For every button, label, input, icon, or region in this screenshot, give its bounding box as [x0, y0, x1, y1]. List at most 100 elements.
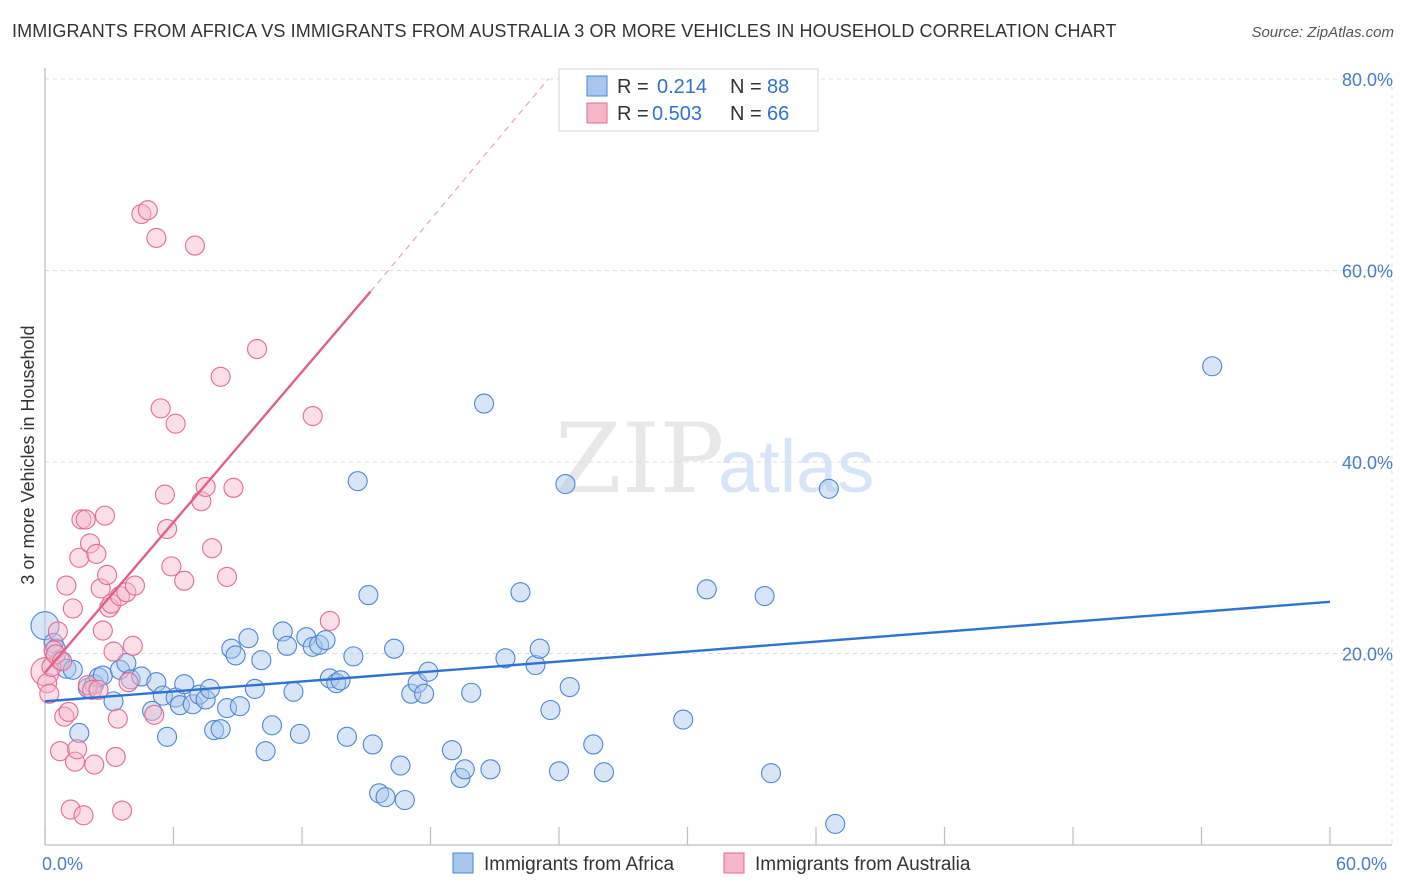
australia-point-2 [39, 683, 60, 704]
y-tick-label-40: 40.0% [1342, 453, 1393, 473]
africa-point-78 [593, 762, 615, 783]
australia-point-14 [64, 751, 86, 772]
africa-point-84 [825, 813, 846, 834]
legend-r-value-australia: 0.503 [652, 103, 702, 125]
y-tick-label-60: 60.0% [1342, 262, 1393, 282]
africa-point-55 [375, 787, 396, 808]
y-tick-label-80: 80.0% [1342, 70, 1393, 90]
africa-point-66 [461, 682, 482, 703]
australia-point-26 [90, 578, 111, 599]
africa-point-27 [204, 720, 225, 741]
africa-point-34 [244, 678, 265, 699]
australia-point-43 [144, 704, 165, 725]
australia-point-56 [216, 566, 238, 587]
australia-point-28 [94, 505, 116, 526]
trend-line-africa [44, 600, 1331, 703]
africa-point-63 [441, 740, 462, 761]
africa-point-45 [315, 630, 336, 651]
legend-swatch-australia [586, 102, 608, 124]
africa-point-83 [818, 478, 839, 499]
australia-point-34 [107, 708, 128, 729]
africa-point-56 [384, 638, 405, 659]
australia-point-38 [118, 672, 139, 693]
australia-point-39 [122, 635, 143, 656]
africa-point-19 [157, 726, 178, 747]
australia-point-13 [62, 598, 83, 619]
trend-lines [44, 78, 1331, 703]
africa-point-69 [495, 648, 516, 669]
australia-point-12 [60, 799, 81, 820]
y-tick-labels: 20.0% 40.0% 60.0% 80.0% [1342, 70, 1393, 665]
stats-legend: R = 0.214 N = 88 R = 0.503 N = 66 [558, 68, 819, 132]
australia-point-45 [150, 398, 171, 419]
africa-point-35 [251, 650, 272, 671]
australia-point-32 [103, 641, 124, 662]
trend-line-australia-extension [370, 78, 549, 292]
x-tick-min: 0.0% [42, 854, 83, 874]
legend-n-label-africa: N = [730, 76, 762, 98]
australia-point-29 [97, 564, 118, 586]
australia-point-7 [49, 741, 71, 762]
australia-point-60 [319, 610, 340, 631]
bottom-legend-swatch-africa [452, 852, 474, 874]
africa-point-79 [673, 709, 694, 730]
africa-point-80 [696, 579, 717, 600]
legend-r-label-africa: R = [617, 76, 649, 98]
australia-point-16 [69, 547, 90, 568]
africa-point-53 [362, 734, 383, 755]
africa-point-82 [760, 763, 782, 784]
africa-point-42 [296, 627, 317, 648]
legend-swatch-africa [586, 75, 608, 97]
australia-point-54 [202, 538, 223, 559]
africa-point-6 [69, 722, 90, 744]
chart-title: IMMIGRANTS FROM AFRICA VS IMMIGRANTS FRO… [12, 21, 1117, 41]
africa-point-36 [255, 741, 276, 762]
africa-point-49 [336, 726, 358, 747]
australia-point-49 [165, 413, 186, 434]
australia-point-22 [82, 679, 103, 700]
australia-point-18 [73, 805, 94, 826]
australia-point-57 [223, 477, 244, 498]
africa-point-50 [343, 646, 364, 667]
africa-point-32 [229, 696, 250, 717]
australia-point-59 [302, 405, 323, 427]
africa-point-23 [182, 694, 203, 715]
africa-point-39 [276, 635, 298, 656]
x-tick-max: 60.0% [1336, 854, 1387, 874]
australia-point-23 [84, 754, 105, 775]
legend-r-label-australia: R = [617, 103, 649, 125]
australia-point-44 [146, 227, 167, 248]
africa-point-65 [454, 759, 475, 780]
australia-point-11 [58, 701, 79, 722]
bottom-legend-label-australia: Immigrants from Australia [755, 854, 971, 875]
watermark-zip: ZIP [555, 403, 724, 515]
series-legend: Immigrants from Africa Immigrants from A… [452, 852, 971, 875]
bottom-legend-swatch-australia [723, 852, 745, 874]
africa-point-58 [394, 789, 415, 811]
africa-point-31 [225, 645, 246, 666]
australia-point-21 [79, 533, 101, 554]
africa-point-61 [414, 683, 435, 704]
australia-point-51 [184, 235, 205, 256]
australia-point-46 [154, 484, 175, 505]
africa-point-48 [330, 670, 351, 691]
africa-point-67 [473, 393, 495, 414]
africa-point-28 [210, 719, 231, 740]
africa-point-72 [529, 638, 550, 659]
y-tick-label-20: 20.0% [1342, 645, 1393, 665]
australia-point-41 [131, 203, 152, 225]
australia-point-48 [161, 556, 182, 577]
australia-point-15 [67, 739, 88, 760]
africa-point-37 [261, 715, 283, 736]
australia-point-55 [210, 366, 231, 387]
y-axis-label: 3 or more Vehicles in Household [18, 325, 38, 584]
australia-point-27 [92, 620, 113, 641]
africa-point-68 [480, 759, 501, 780]
africa-point-52 [358, 585, 379, 606]
legend-r-value-africa: 0.214 [657, 76, 707, 98]
africa-point-29 [216, 698, 238, 719]
chart-source: Source: ZipAtlas.com [1251, 24, 1394, 41]
africa-point-75 [555, 473, 576, 495]
